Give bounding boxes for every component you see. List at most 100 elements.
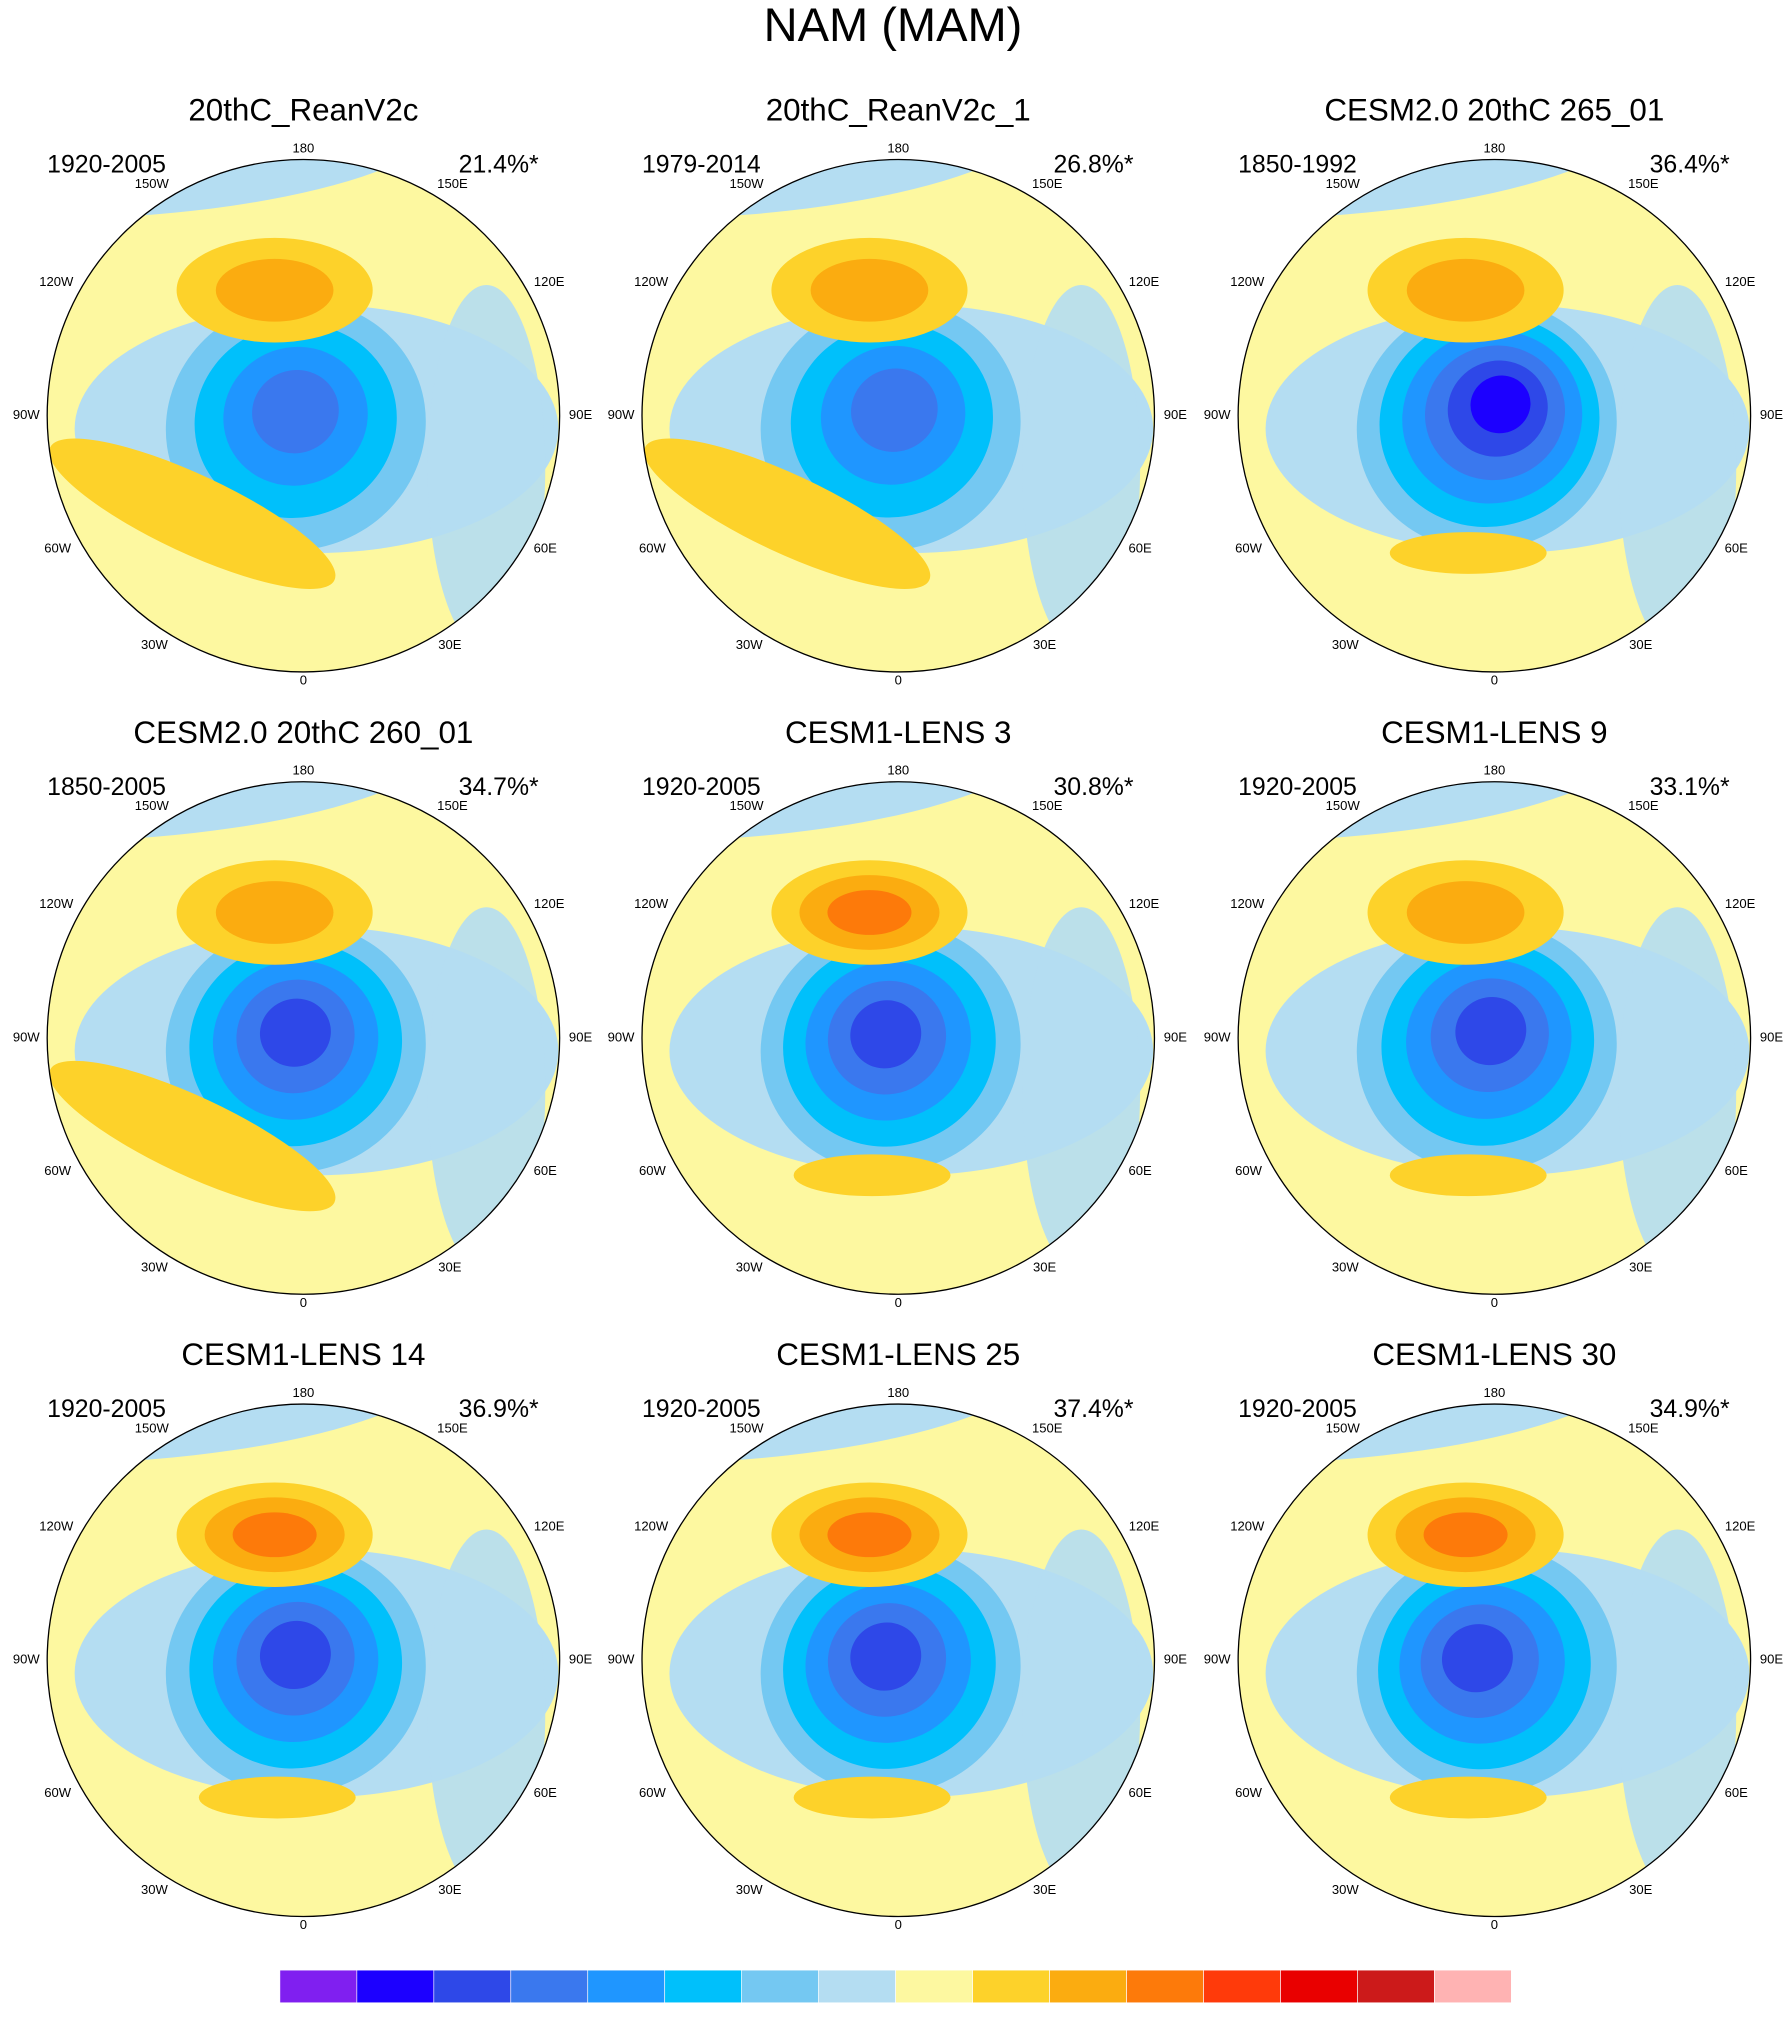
longitude-label: 60W [639,1163,667,1178]
longitude-label: 90E [1164,1029,1188,1044]
longitude-label: 120W [634,274,669,289]
longitude-label: 120E [1725,1518,1756,1533]
panel-title: CESM1-LENS 25 [776,1337,1020,1372]
panel-period: 1920-2005 [47,152,166,179]
colorbar-box [1434,1969,1512,2004]
field-low [427,907,546,1274]
longitude-label: 120W [1230,274,1265,289]
field-high-contour [1406,881,1525,944]
longitude-label: 30W [1332,1882,1360,1897]
longitude-label: 60W [1235,1785,1263,1800]
panel-title: 20thC_ReanV2c_1 [766,93,1031,128]
longitude-label: 30E [1033,1260,1057,1275]
field-high-atlantic [793,1776,951,1819]
longitude-label: 60W [44,541,72,556]
panel-title: CESM2.0 20thC 265_01 [1324,93,1664,128]
field-low [427,1529,546,1896]
longitude-label: 60E [1128,541,1152,556]
longitude-label: 150W [135,176,170,191]
field-low [1618,907,1737,1274]
panel-period: 1920-2005 [642,1396,761,1423]
longitude-label: 30W [1332,1260,1360,1275]
panel-variance: 21.4%* [459,152,539,179]
longitude-label: 120E [1129,896,1160,911]
map-border [46,781,561,1295]
longitude-label: 150W [135,798,170,813]
field-high-atlantic [49,438,336,589]
longitude-label: 150W [730,1420,765,1435]
longitude-label: 30E [438,1260,462,1275]
longitude-label: 0 [300,1917,307,1932]
field-high-contour [827,1512,912,1558]
panel-title: CESM1-LENS 3 [785,715,1012,750]
field-low [1022,1529,1141,1896]
field-low [1022,907,1141,1274]
longitude-label: 180 [293,140,315,155]
field-high-contour [1406,258,1525,322]
longitude-label: 150E [437,176,468,191]
colorbar-box [818,1969,896,2004]
longitude-label: 0 [300,673,307,688]
colorbar-box [895,1969,973,2004]
longitude-label: 60W [44,1163,72,1178]
longitude-label: 90W [608,1652,636,1667]
longitude-label: 30W [736,637,764,652]
longitude-label: 0 [895,1917,902,1932]
longitude-label: 30W [141,1882,169,1897]
field-high-atlantic [793,1154,951,1197]
panel-variance: 36.4%* [1650,152,1730,179]
longitude-label: 120W [39,274,74,289]
longitude-label: 60E [1128,1785,1152,1800]
map-border [641,1403,1156,1918]
longitude-label: 120W [39,1518,74,1533]
longitude-label: 180 [1483,763,1505,778]
longitude-label: 150W [1326,798,1361,813]
panel-variance: 30.8%* [1053,774,1133,801]
longitude-label: 90W [13,407,41,422]
field-low-contour [850,1000,922,1069]
longitude-label: 150W [730,798,765,813]
map-border [46,158,561,673]
longitude-label: 60E [1128,1163,1152,1178]
longitude-label: 90E [1164,1652,1188,1667]
longitude-label: 120E [1725,274,1756,289]
field-high-atlantic [1389,532,1547,574]
field-high-contour [215,258,334,322]
longitude-label: 60E [534,1785,558,1800]
longitude-label: 0 [895,1295,902,1310]
panel-variance: 26.8%* [1053,152,1133,179]
field-high-atlantic [49,1060,336,1212]
longitude-label: 60E [1725,1785,1749,1800]
longitude-label: 0 [895,673,902,688]
field-low-contour [252,370,339,454]
longitude-label: 120W [634,1518,669,1533]
panel-period: 1979-2014 [642,152,761,179]
colorbar-box [664,1969,743,2004]
field-low-contour [259,1620,331,1690]
map-field [641,1404,1155,1917]
panel-period: 1850-1992 [1238,152,1357,179]
longitude-label: 0 [300,1295,307,1310]
panel-period: 1920-2005 [1238,774,1357,801]
longitude-label: 150W [1326,1420,1361,1435]
panel-variance: 34.9%* [1650,1396,1730,1423]
longitude-label: 180 [887,1385,909,1400]
field-low-contour [851,368,938,452]
field-high-contour [810,258,929,322]
colorbar-box [1203,1969,1281,2004]
longitude-label: 120E [1129,1518,1160,1533]
longitude-label: 60E [1725,1163,1749,1178]
longitude-label: 150E [1032,1420,1063,1435]
longitude-label: 150E [1628,1420,1659,1435]
longitude-label: 180 [887,763,909,778]
longitude-label: 30E [438,637,462,652]
longitude-label: 120E [534,896,565,911]
longitude-label: 60W [44,1785,72,1800]
colorbar-box [1049,1969,1127,2004]
longitude-label: 30W [141,637,169,652]
map-panel: CESM1-LENS 25 1920-2005 37.4%* 180 150W 150E 1… [608,1337,1188,1932]
map-border [1237,1403,1752,1918]
field-high-atlantic [1389,1154,1547,1197]
